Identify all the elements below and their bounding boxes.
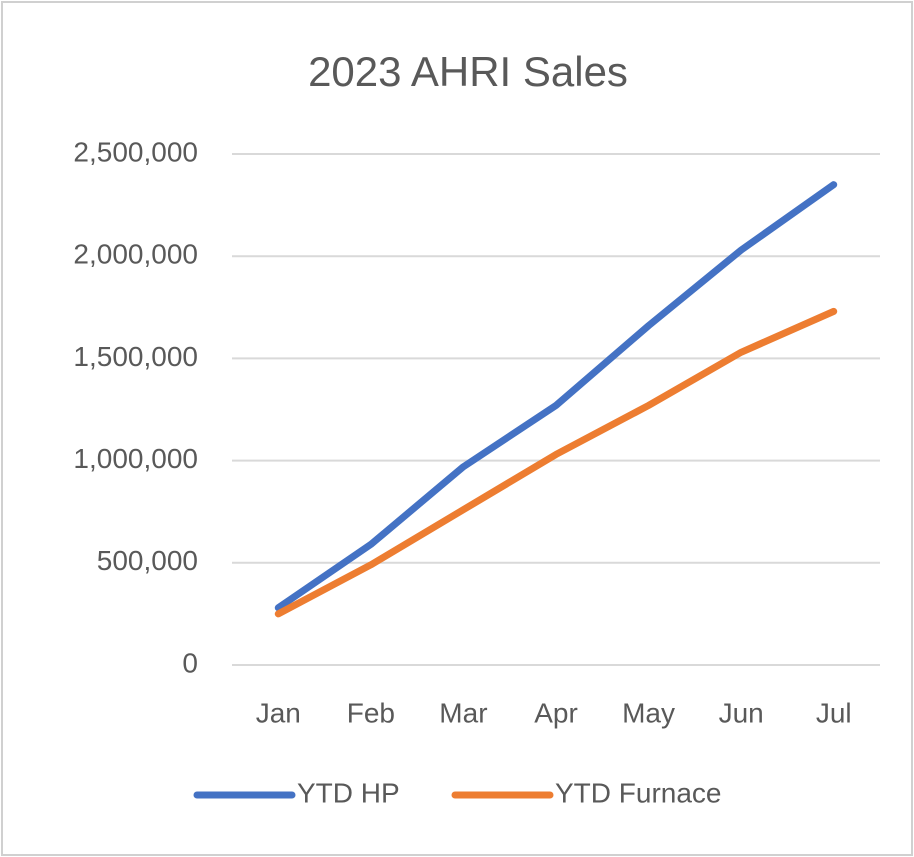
x-tick-label: May: [622, 697, 675, 728]
legend-label: YTD Furnace: [555, 777, 722, 808]
y-tick-label: 2,000,000: [73, 239, 198, 270]
y-tick-label: 500,000: [97, 545, 198, 576]
x-tick-label: Feb: [347, 697, 395, 728]
y-tick-label: 0: [182, 647, 198, 678]
series-line: [274, 307, 838, 618]
series-line: [274, 181, 838, 612]
x-tick-label: Jul: [816, 697, 852, 728]
legend-label: YTD HP: [297, 777, 400, 808]
x-tick-label: Apr: [534, 697, 578, 728]
x-tick-label: Mar: [439, 697, 487, 728]
x-tick-label: Jan: [256, 697, 301, 728]
chart-title: 2023 AHRI Sales: [308, 48, 628, 95]
y-tick-label: 1,000,000: [73, 443, 198, 474]
y-tick-label: 1,500,000: [73, 341, 198, 372]
y-tick-label: 2,500,000: [73, 136, 198, 167]
x-tick-label: Jun: [719, 697, 764, 728]
